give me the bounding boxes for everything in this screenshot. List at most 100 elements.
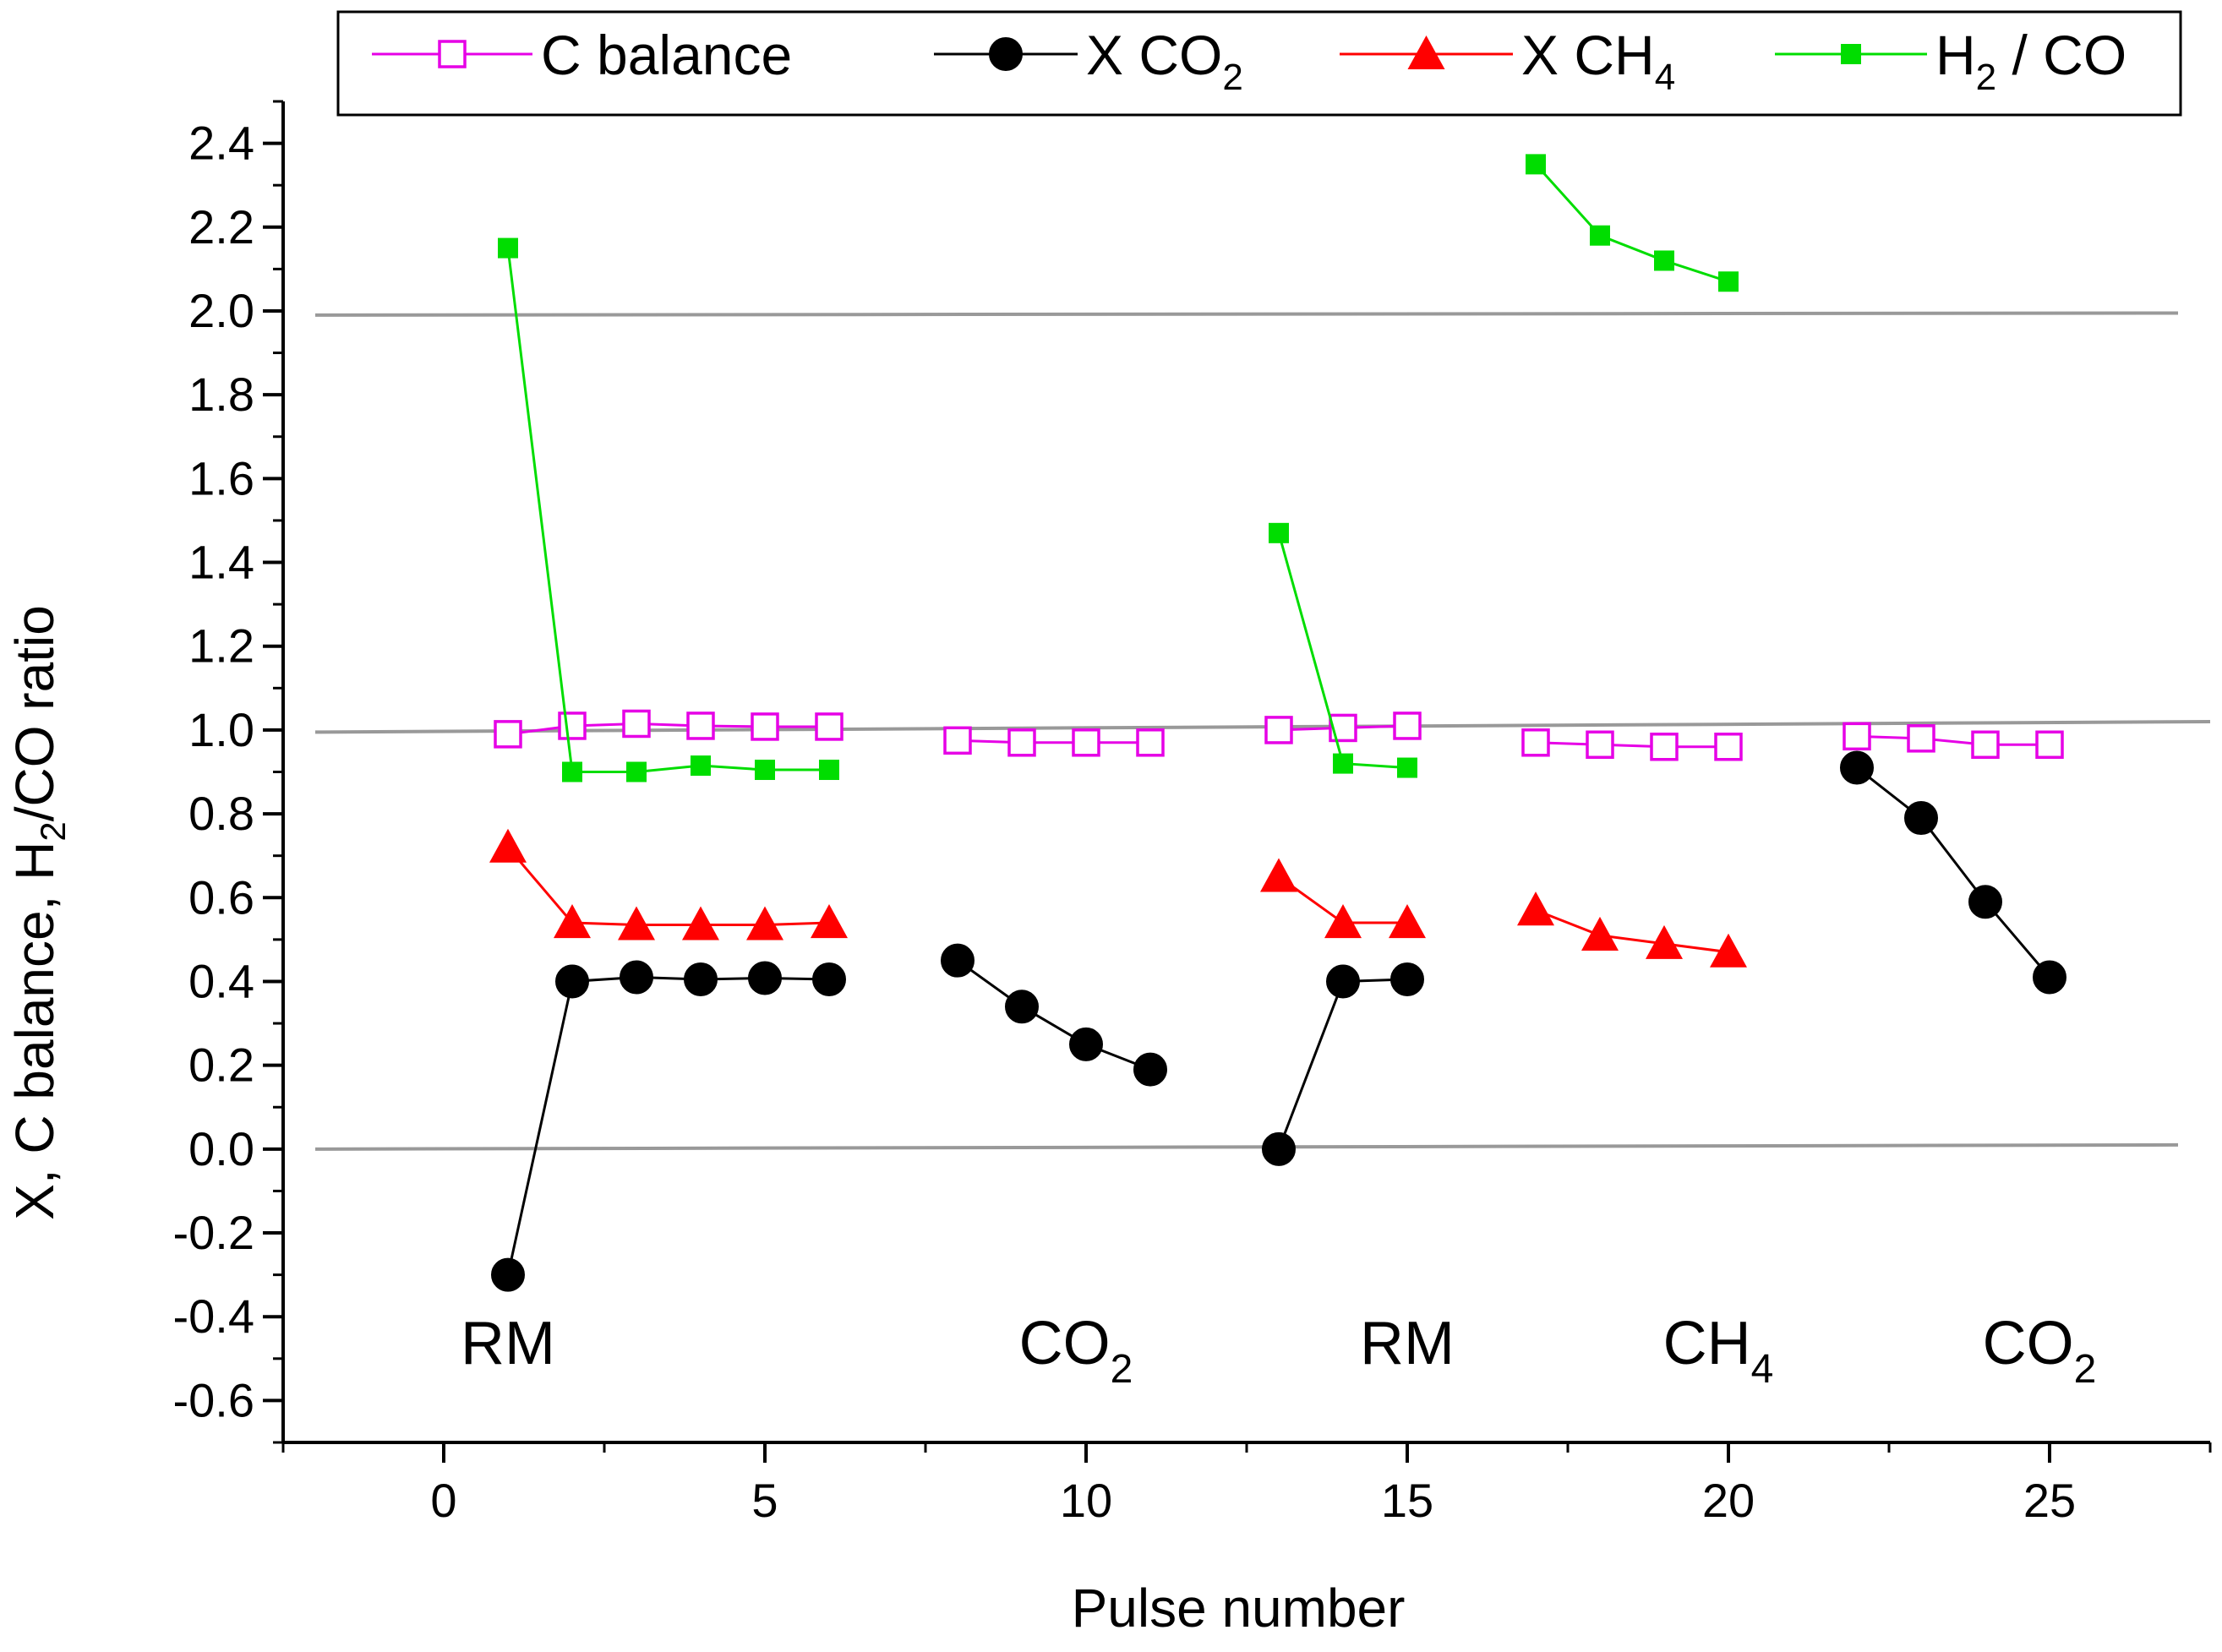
- data-point: [748, 961, 782, 995]
- data-point: [755, 760, 775, 781]
- data-point: [812, 962, 846, 996]
- y-tick-label: 1.4: [188, 536, 254, 589]
- x-tick-label: 20: [1702, 1474, 1755, 1527]
- data-point: [1714, 732, 1743, 761]
- data-point: [1389, 904, 1426, 939]
- region-label-rm-1: RM: [461, 1310, 555, 1377]
- series-x-co2: [491, 750, 2066, 1292]
- series-layer: [489, 154, 2066, 1292]
- legend-entry-x-ch4: X CH4: [1340, 24, 1675, 98]
- legend: C balance X CO2 X CH4 H2 / CO: [336, 10, 2182, 117]
- data-point: [1264, 716, 1293, 744]
- x-tick-label: 5: [751, 1474, 778, 1527]
- x-tick-label: 15: [1381, 1474, 1433, 1527]
- legend-frame: [336, 10, 2182, 117]
- series-line-segment: [1534, 163, 1729, 283]
- legend-label: X CO2: [1086, 24, 1243, 98]
- data-point: [562, 761, 582, 782]
- data-point: [1526, 154, 1546, 175]
- y-tick-label: 0.6: [188, 870, 254, 924]
- data-point: [491, 1257, 525, 1292]
- legend-marker: [1407, 35, 1445, 70]
- data-point: [2035, 730, 2064, 760]
- series-line-segment: [1535, 741, 1728, 749]
- y-tick-label: 0.8: [188, 787, 254, 840]
- legend-label: C balance: [541, 24, 792, 86]
- data-point: [1710, 933, 1747, 968]
- data-point: [1005, 990, 1039, 1024]
- data-point: [682, 906, 719, 940]
- data-point: [1521, 728, 1550, 757]
- data-point: [1654, 250, 1674, 271]
- series-line-segment: [1856, 734, 2050, 746]
- y-tick-label: 2.0: [188, 284, 254, 337]
- region-labels: RM CO2 RM CH4 CO2: [461, 1310, 2096, 1392]
- series-line-segment: [506, 248, 829, 773]
- series-x-ch4: [489, 828, 1747, 968]
- data-point: [1007, 728, 1036, 757]
- data-point: [1136, 728, 1165, 757]
- data-point: [1324, 904, 1362, 939]
- data-point: [1393, 712, 1422, 740]
- series-line-segment: [1277, 978, 1408, 1150]
- data-point: [1517, 891, 1554, 926]
- data-point: [751, 712, 779, 741]
- y-tick-label: 0.2: [188, 1039, 254, 1092]
- series-c-balance: [494, 709, 2064, 761]
- data-point: [1650, 732, 1679, 761]
- data-point: [1072, 728, 1100, 757]
- y-tick-label: 0.0: [188, 1122, 254, 1175]
- data-point: [1397, 757, 1417, 778]
- series-line-segment: [506, 846, 830, 927]
- legend-entry-c-balance: C balance: [372, 24, 792, 86]
- data-point: [489, 828, 527, 863]
- y-tick-label: 2.2: [188, 200, 254, 254]
- data-point: [626, 761, 647, 782]
- y-tick-label: 0.4: [188, 954, 254, 1007]
- y-tick-label: 1.0: [188, 703, 254, 756]
- legend-marker: [989, 37, 1023, 71]
- data-point: [1586, 730, 1614, 760]
- svg-text:X, C balance, H2/CO ratio: X, C balance, H2/CO ratio: [4, 605, 73, 1220]
- y-tick-label: 1.8: [188, 368, 254, 421]
- legend-label: X CH4: [1521, 24, 1675, 98]
- data-point: [819, 760, 839, 781]
- data-point: [558, 712, 587, 740]
- x-tick-label: 10: [1060, 1474, 1112, 1527]
- data-point: [620, 960, 653, 995]
- x-tick-label: 25: [2023, 1474, 2076, 1527]
- data-point: [1971, 730, 2000, 760]
- data-point: [1590, 225, 1610, 246]
- data-point: [2033, 960, 2066, 995]
- region-label-co2-1: CO2: [1019, 1310, 1133, 1392]
- ref-line-0: [314, 1142, 2179, 1151]
- data-point: [622, 709, 651, 739]
- ref-line-2: [314, 311, 2179, 317]
- data-point: [1390, 962, 1424, 996]
- data-point: [1718, 271, 1739, 292]
- data-point: [498, 237, 518, 259]
- y-tick-label: 1.6: [188, 451, 254, 504]
- legend-entry-h2-co: H2 / CO: [1775, 24, 2126, 98]
- region-label-ch4: CH4: [1663, 1310, 1774, 1392]
- data-point: [494, 720, 522, 749]
- data-point: [691, 755, 711, 777]
- y-tick-label: 1.2: [188, 619, 254, 673]
- data-point: [1269, 522, 1289, 543]
- data-point: [815, 712, 843, 741]
- data-point: [686, 712, 715, 740]
- data-point: [1840, 750, 1874, 785]
- data-point: [1904, 801, 1938, 836]
- y-axis-title-rest: /CO ratio: [4, 605, 65, 821]
- y-tick-label: 2.4: [188, 117, 254, 170]
- series-line-segment: [506, 976, 830, 1275]
- series-h2-co: [498, 154, 1739, 782]
- data-point: [618, 906, 655, 940]
- series-line-segment: [1535, 908, 1729, 954]
- y-axis-title-main: X, C balance, H: [4, 842, 65, 1220]
- data-point: [1581, 916, 1619, 951]
- legend-marker: [1841, 44, 1861, 64]
- legend-marker: [438, 40, 467, 68]
- x-tick-label: 0: [430, 1474, 456, 1527]
